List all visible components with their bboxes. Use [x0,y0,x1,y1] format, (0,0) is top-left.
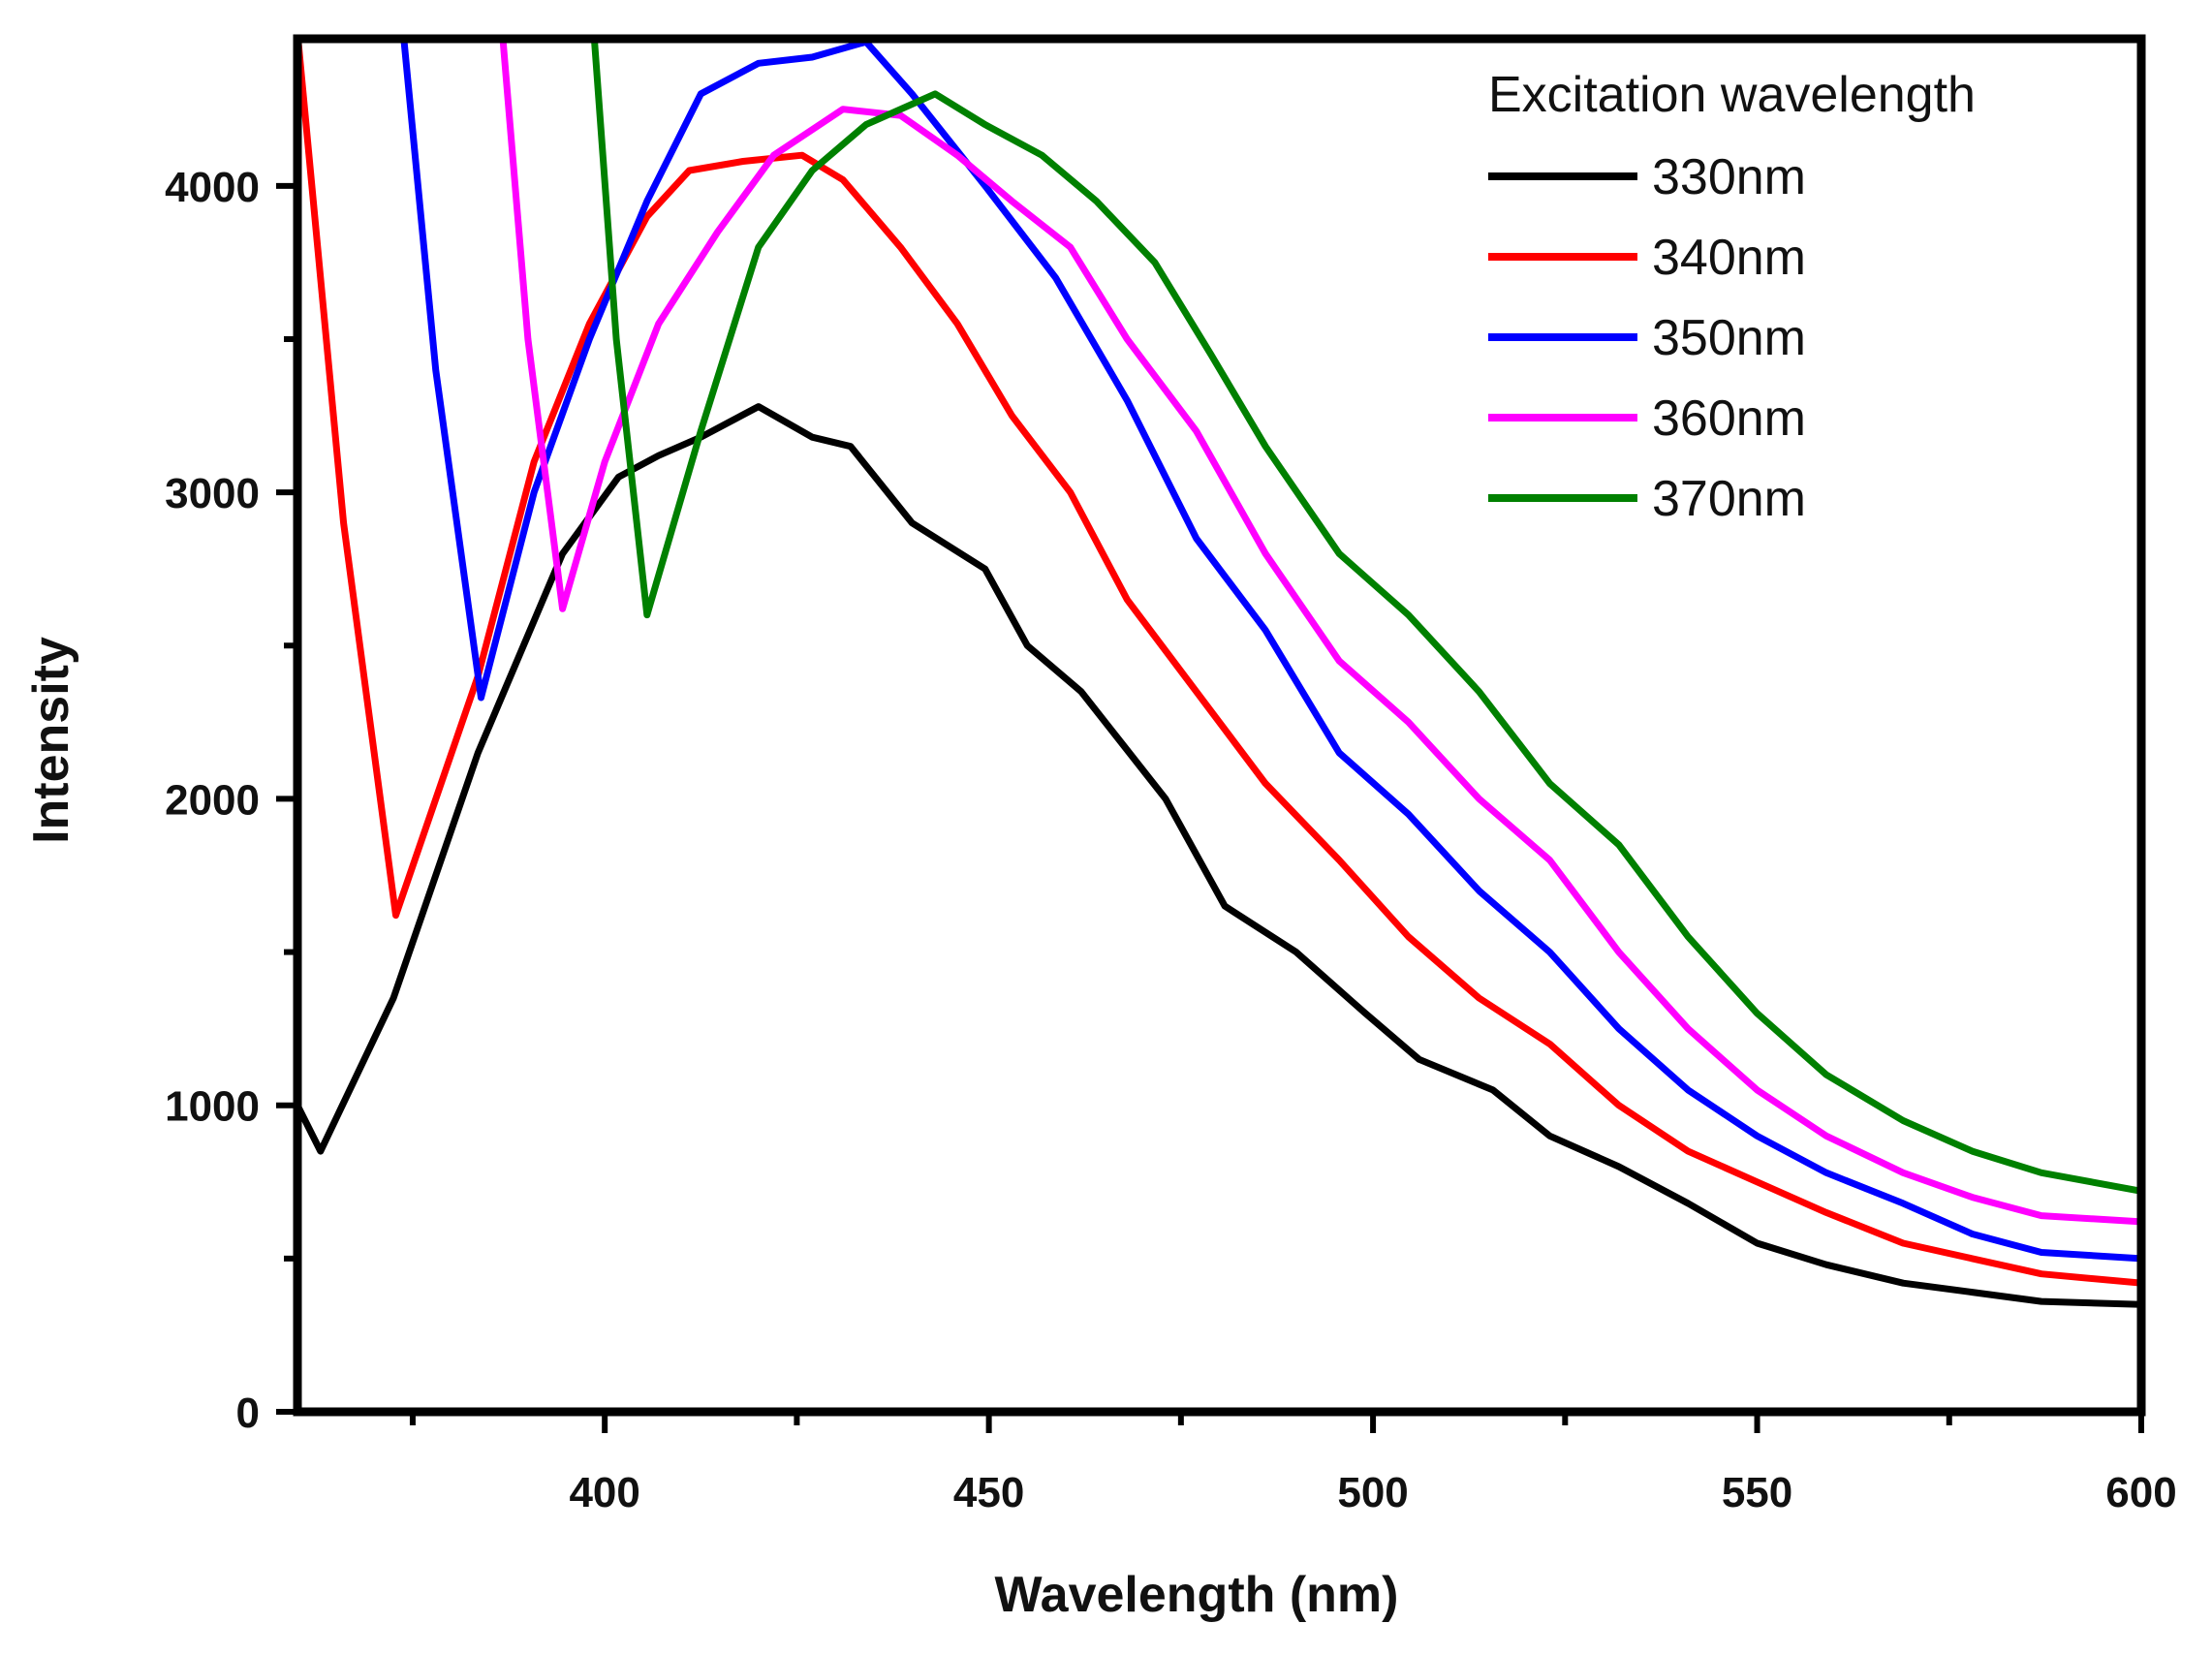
legend-label: 360nm [1652,390,1806,447]
legend: Excitation wavelength 330nm 340nm 350nm 360… [1488,67,1976,527]
plot-frame [293,34,2146,1417]
series-layer [297,39,2141,1308]
legend-label: 370nm [1652,471,1806,527]
x-tick-label: 550 [1722,1469,1792,1516]
series-line-350nm [400,39,2141,1263]
x-tick-label: 450 [953,1469,1024,1516]
x-tick-label: 400 [569,1469,639,1516]
x-tick-label: 500 [1337,1469,1408,1516]
series-line-330nm [297,403,2141,1308]
y-axis-title: Intensity [23,637,79,844]
series-line-340nm [297,39,2141,1287]
y-tick-label: 4000 [165,164,260,211]
legend-label: 330nm [1652,149,1806,205]
y-tick-label: 3000 [165,470,260,517]
series-line-370nm [590,39,2141,1195]
y-tick-label: 0 [236,1390,260,1437]
legend-label: 340nm [1652,230,1806,286]
x-tick-label: 600 [2105,1469,2176,1516]
legend-title: Excitation wavelength [1488,67,1976,123]
y-tick-label: 1000 [165,1083,260,1131]
axis-ticks: 400 450 500 550 600 0 1000 2000 3000 4000 [165,164,2177,1516]
legend-label: 350nm [1652,310,1806,366]
series-line-360nm [499,39,2141,1226]
y-tick-label: 2000 [165,776,260,824]
x-axis-title: Wavelength (nm) [995,1567,1399,1623]
